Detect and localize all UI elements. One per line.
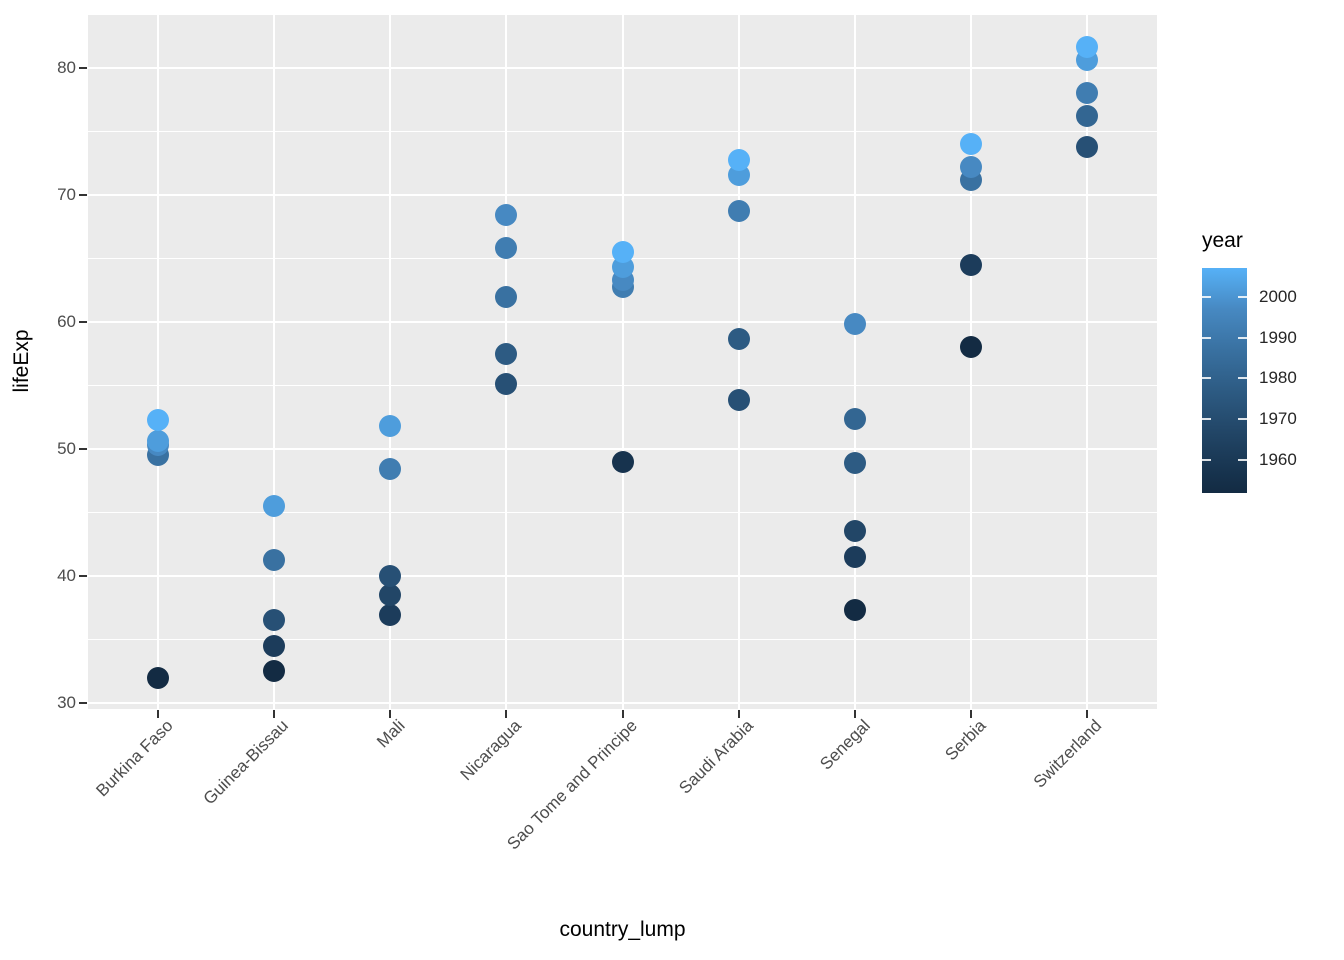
data-point xyxy=(843,599,866,622)
gridline-vertical xyxy=(156,15,159,709)
data-point xyxy=(262,494,285,517)
x-tick-label: Switzerland xyxy=(1030,716,1106,792)
data-point xyxy=(960,155,983,178)
data-point xyxy=(843,312,866,335)
data-point xyxy=(495,285,518,308)
data-point xyxy=(495,204,518,227)
legend-tick-mark xyxy=(1238,295,1247,298)
plot-panel xyxy=(88,15,1157,709)
data-point xyxy=(960,336,983,359)
data-point xyxy=(379,565,402,588)
x-tick-label: Saudi Arabia xyxy=(675,716,758,798)
x-tick-mark xyxy=(737,710,740,718)
gridline-vertical xyxy=(621,15,624,709)
data-point xyxy=(146,408,169,431)
data-point xyxy=(146,429,169,452)
x-tick-label: Senegal xyxy=(815,716,874,774)
data-point xyxy=(843,519,866,542)
y-tick-label: 30 xyxy=(57,692,76,712)
y-tick-label: 40 xyxy=(57,565,76,585)
x-tick-mark xyxy=(505,710,508,718)
x-tick-label: Nicaragua xyxy=(456,716,525,785)
gridline-vertical xyxy=(853,15,856,709)
legend-title: year xyxy=(1202,229,1243,252)
data-point xyxy=(379,458,402,481)
x-tick-mark xyxy=(621,710,624,718)
data-point xyxy=(495,236,518,259)
legend-tick-label: 1980 xyxy=(1259,368,1297,388)
data-point xyxy=(960,133,983,156)
data-point xyxy=(727,199,750,222)
legend-tick-mark xyxy=(1202,377,1211,380)
data-point xyxy=(727,148,750,171)
data-point xyxy=(611,451,634,474)
gridline-vertical xyxy=(1086,15,1089,709)
x-tick-label: Burkina Faso xyxy=(91,716,177,801)
legend-tick-mark xyxy=(1238,459,1247,462)
x-tick-label: Mali xyxy=(373,716,409,752)
legend-tick-mark xyxy=(1238,336,1247,339)
legend-colorbar xyxy=(1202,268,1247,493)
x-tick-mark xyxy=(853,710,856,718)
data-point xyxy=(262,548,285,571)
data-point xyxy=(611,240,634,263)
data-point xyxy=(1076,105,1099,128)
gridline-vertical xyxy=(272,15,275,709)
y-tick-mark xyxy=(79,194,87,197)
data-point xyxy=(843,407,866,430)
x-tick-mark xyxy=(272,710,275,718)
x-tick-mark xyxy=(389,710,392,718)
y-tick-label: 50 xyxy=(57,438,76,458)
data-point xyxy=(960,253,983,276)
x-tick-mark xyxy=(1086,710,1089,718)
gridline-vertical xyxy=(970,15,973,709)
data-point xyxy=(262,659,285,682)
y-tick-mark xyxy=(79,701,87,704)
y-tick-mark xyxy=(79,67,87,70)
x-tick-label: Serbia xyxy=(941,716,990,765)
legend-tick-label: 1990 xyxy=(1259,327,1297,347)
data-point xyxy=(727,388,750,411)
x-tick-label: Sao Tome and Principe xyxy=(503,716,641,854)
legend-tick-label: 2000 xyxy=(1259,286,1297,306)
data-point xyxy=(379,583,402,606)
data-point xyxy=(262,609,285,632)
y-tick-mark xyxy=(79,574,87,577)
data-point xyxy=(1076,35,1099,58)
data-point xyxy=(379,603,402,626)
legend-tick-mark xyxy=(1202,336,1211,339)
x-tick-label: Guinea-Bissau xyxy=(200,716,293,809)
gridline-vertical xyxy=(389,15,392,709)
x-tick-mark xyxy=(156,710,159,718)
y-tick-mark xyxy=(79,321,87,324)
x-axis-title: country_lump xyxy=(559,918,686,941)
data-point xyxy=(843,546,866,569)
y-tick-mark xyxy=(79,447,87,450)
data-point xyxy=(1076,136,1099,159)
data-point xyxy=(495,343,518,366)
data-point xyxy=(1076,82,1099,105)
data-point xyxy=(843,452,866,475)
legend-tick-label: 1970 xyxy=(1259,409,1297,429)
data-point xyxy=(146,666,169,689)
x-tick-mark xyxy=(970,710,973,718)
legend-tick-mark xyxy=(1202,418,1211,421)
data-point xyxy=(379,414,402,437)
y-axis-title: lifeExp xyxy=(10,329,33,393)
gridline-vertical xyxy=(737,15,740,709)
legend-tick-mark xyxy=(1238,377,1247,380)
y-tick-label: 70 xyxy=(57,185,76,205)
data-point xyxy=(262,634,285,657)
legend-tick-mark xyxy=(1238,418,1247,421)
legend-tick-label: 1960 xyxy=(1259,450,1297,470)
data-point xyxy=(495,372,518,395)
legend-tick-mark xyxy=(1202,459,1211,462)
legend-tick-mark xyxy=(1202,295,1211,298)
y-tick-label: 60 xyxy=(57,312,76,332)
y-tick-label: 80 xyxy=(57,58,76,78)
data-point xyxy=(727,327,750,350)
